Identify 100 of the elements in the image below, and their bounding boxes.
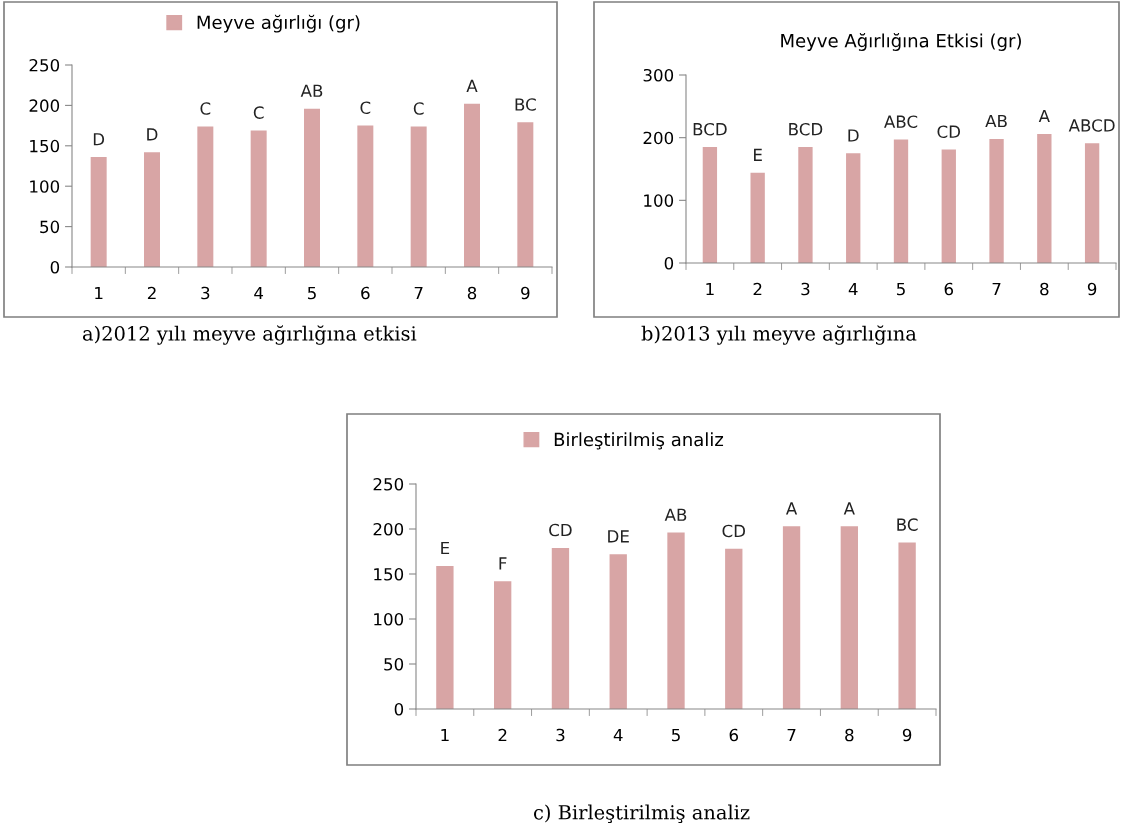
y-tick-label: 100 [30,180,60,193]
x-tick-label: 1 [706,282,714,296]
bar [197,126,214,267]
data-label: C [360,101,371,115]
x-tick-label: 6 [729,728,739,742]
bar [750,172,765,263]
x-tick-label: 4 [848,282,858,296]
bar [551,547,570,709]
data-label: A [1038,109,1050,123]
x-tick-label: 6 [361,286,370,300]
data-label: A [843,502,855,515]
x-tick-label: 6 [944,282,954,296]
x-tick-label: 4 [613,728,623,742]
bar [144,152,160,267]
bar [250,130,267,267]
data-label: DE [608,530,629,543]
data-label: AB [300,84,323,97]
bar [304,108,320,267]
x-tick-label: 8 [845,728,854,742]
y-tick-label: 100 [644,194,674,207]
bar [702,147,718,263]
x-tick-label: 5 [307,286,316,300]
x-tick-label: 2 [498,728,507,742]
text: b)2013 yılı meyve ağırlığına [641,325,917,345]
bar [1084,143,1100,263]
data-label: C [253,106,264,119]
data-label: CD [722,524,746,538]
y-tick-label: 250 [373,477,404,491]
data-label: D [93,133,105,146]
y-tick-label: 50 [40,220,60,234]
text: c) Birleştirilmiş analiz [533,804,750,824]
x-tick-label: 7 [992,282,1001,296]
x-tick-label: 4 [254,286,264,300]
y-tick-label: 50 [384,657,404,671]
y-tick-label: 200 [29,99,60,112]
data-label: ABCD [1068,119,1115,132]
bar [782,526,801,709]
bar [410,126,427,267]
y-tick-label: 0 [394,702,404,716]
x-tick-label: 8 [1040,282,1049,296]
bar [989,138,1004,263]
y-tick-label: 100 [374,612,404,626]
x-tick-label: 2 [147,286,156,300]
bar [846,153,861,263]
x-tick-label: 9 [521,286,530,300]
data-label: A [785,502,798,515]
data-label: BC [515,98,536,111]
bar [667,532,685,709]
bar [725,548,743,709]
bar [494,581,512,709]
bar [798,147,813,263]
y-tick-label: 200 [643,131,674,145]
data-label: C [413,102,424,115]
data-label: BC [897,518,918,531]
bar [90,157,107,267]
data-label: A [466,79,478,92]
legend-label: Meyve ağırlığı (gr) [197,14,360,33]
x-tick-label: 5 [896,282,905,296]
legend-label: Birleştirilmiş analiz [554,432,724,450]
y-tick-label: 200 [373,522,404,536]
bar [357,125,374,267]
y-tick-label: 250 [29,58,60,72]
chart-title: Meyve Ağırlığına Etkisi (gr) [781,33,1021,51]
data-label: BCD [789,122,823,136]
x-tick-label: 2 [753,282,762,296]
data-label: BCD [693,122,727,136]
x-tick-label: 8 [467,286,477,300]
bar [436,565,454,709]
y-tick-label: 0 [664,256,674,270]
data-label: AB [985,114,1007,128]
bar [464,103,480,267]
data-label: CD [549,523,572,537]
bar [609,554,627,709]
data-label: D [848,129,859,142]
bar [898,542,916,709]
bar [941,149,956,263]
data-label: CD [937,125,961,139]
bar [517,122,534,267]
x-tick-label: 1 [95,286,103,300]
data-label: D [147,128,158,141]
data-label: ABC [884,115,918,128]
bar [840,526,858,709]
y-tick-label: 300 [643,68,674,82]
data-label: E [441,541,450,555]
x-tick-label: 9 [902,728,912,742]
x-tick-label: 1 [441,728,449,742]
y-tick-label: 150 [30,139,60,153]
data-label: C [200,102,211,115]
y-tick-label: 0 [50,260,60,274]
y-tick-label: 150 [374,567,404,581]
x-tick-label: 5 [671,728,680,742]
x-tick-label: 3 [201,286,210,300]
x-tick-label: 9 [1087,282,1097,296]
text: a)2012 yılı meyve ağırlığına etkisi [82,325,417,345]
data-label: F [499,557,507,570]
bar [1037,133,1052,263]
x-tick-label: 7 [414,286,423,300]
bar [893,139,909,263]
data-label: E [754,148,762,161]
x-tick-label: 7 [787,728,796,742]
